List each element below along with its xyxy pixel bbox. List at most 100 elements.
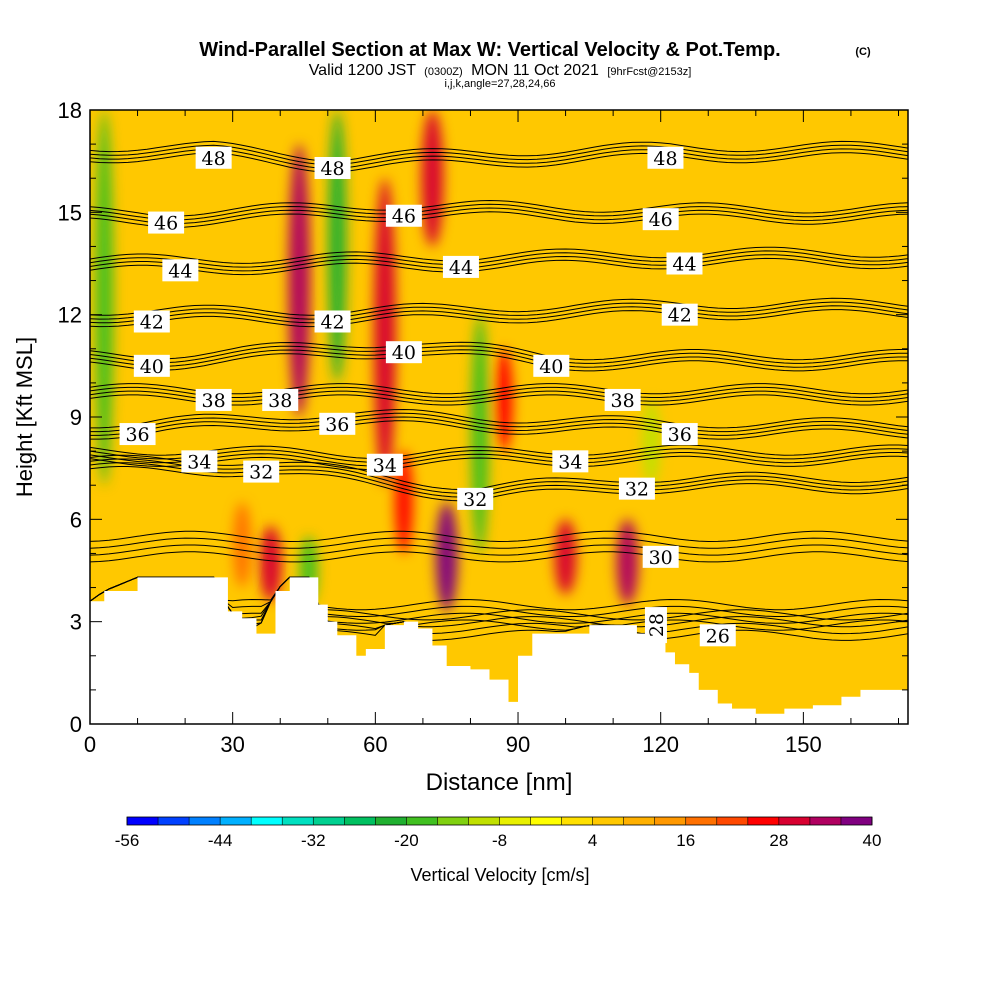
colorbar-swatch: [251, 817, 283, 825]
svg-text:32: 32: [249, 462, 273, 484]
svg-text:36: 36: [125, 424, 149, 446]
isentrope-line: [90, 345, 908, 364]
colorbar-tick-label: -44: [208, 831, 233, 850]
colorbar-tick-label: -20: [394, 831, 419, 850]
svg-text:48: 48: [320, 158, 344, 180]
y-tick-label: 3: [70, 610, 82, 635]
isentrope-line: [90, 544, 908, 556]
y-tick-label: 12: [58, 303, 82, 328]
colorbar-tick-label: -8: [492, 831, 507, 850]
isentrope-line: [90, 305, 908, 324]
svg-text:44: 44: [672, 254, 696, 276]
subtitle-utc: (0300Z): [424, 66, 463, 78]
isentrope-line: [90, 254, 908, 272]
colorbar-tick-label: 16: [676, 831, 695, 850]
colorbar-swatch: [313, 817, 345, 825]
colorbar-swatch: [375, 817, 407, 825]
subtitle-date: MON 11 Oct 2021: [471, 62, 599, 79]
velocity-cell: [233, 502, 252, 588]
isentrope-label: 40: [533, 354, 570, 378]
svg-text:34: 34: [187, 451, 211, 473]
colorbar-swatch: [406, 817, 438, 825]
velocity-cell: [259, 526, 282, 602]
isentrope-line: [90, 537, 908, 549]
isentrope-label: 46: [148, 211, 185, 235]
colorbar-swatch: [189, 817, 221, 825]
isentrope-line: [90, 444, 908, 459]
terrain-mask: [90, 577, 908, 724]
colorbar-swatch: [344, 817, 376, 825]
isentrope-line: [90, 250, 908, 268]
colorbar-frame: [126, 816, 873, 826]
isentrope-line: [90, 211, 908, 228]
svg-text:44: 44: [168, 260, 192, 282]
colorbar-swatch: [592, 817, 624, 825]
y-tick-label: 15: [58, 200, 82, 225]
svg-text:40: 40: [140, 356, 164, 378]
colorbar-swatch: [437, 817, 469, 825]
svg-text:46: 46: [154, 213, 178, 235]
colorbar-tick-label: 40: [863, 831, 882, 850]
svg-text:40: 40: [392, 342, 416, 364]
isentrope-label: 40: [385, 341, 422, 364]
colorbar-tick-label: -32: [301, 831, 326, 850]
isentrope-line: [90, 309, 908, 328]
svg-text:32: 32: [463, 489, 487, 511]
isentrope-line: [90, 412, 908, 433]
isentrope-line: [90, 140, 908, 162]
isentrope-line: [90, 352, 908, 372]
x-axis: 0 30 60 90 120 150: [84, 110, 899, 757]
colorbar-swatch: [220, 817, 252, 825]
subtitle-valid: Valid 1200 JST: [309, 62, 417, 79]
isentrope-line: [90, 416, 908, 436]
isentrope-label: 34: [366, 453, 403, 477]
velocity-cell: [95, 110, 114, 486]
isentrope-label: 38: [604, 388, 641, 412]
svg-text:34: 34: [373, 455, 397, 477]
isentrope-label: 30: [642, 545, 679, 569]
chart-subtitle: Valid 1200 JST (0300Z) MON 11 Oct 2021 […: [309, 62, 692, 79]
svg-text:46: 46: [649, 209, 673, 231]
isentrope-line: [90, 301, 908, 320]
isentrope-label: 32: [243, 460, 280, 484]
colorbar-swatch: [561, 817, 593, 825]
velocity-cell: [435, 502, 458, 612]
colorbar-tick-label: 4: [588, 831, 597, 850]
isentrope-line: [90, 551, 908, 563]
svg-text:36: 36: [668, 424, 692, 446]
svg-text:48: 48: [202, 148, 226, 170]
isentrope-line: [90, 530, 908, 543]
subtitle-indices: i,j,k,angle=27,28,24,66: [444, 78, 555, 90]
colorbar-swatch: [685, 817, 718, 825]
isentrope-line: [90, 458, 908, 494]
velocity-cell: [328, 110, 347, 383]
isentrope-label: 36: [661, 423, 698, 446]
potential-temperature-contours: [90, 140, 908, 641]
colorbar-swatch: [623, 817, 656, 825]
isentrope-label: 46: [385, 204, 422, 228]
y-tick-label: 9: [70, 405, 82, 430]
x-axis-label: Distance [nm]: [426, 769, 573, 796]
velocity-cell: [421, 110, 444, 247]
x-tick-label: 120: [642, 732, 679, 757]
isentrope-line: [90, 297, 908, 316]
colorbar-swatch: [778, 817, 811, 825]
svg-text:46: 46: [392, 206, 416, 228]
isentrope-label: 32: [457, 487, 494, 511]
isentrope-line: [90, 199, 908, 217]
colorbar-swatch: [840, 817, 873, 825]
isentrope-label: 26: [699, 624, 736, 647]
isentrope-line: [90, 349, 908, 368]
svg-text:36: 36: [325, 414, 349, 436]
svg-text:42: 42: [140, 311, 164, 333]
isentrope-label: 44: [162, 259, 199, 282]
svg-text:32: 32: [625, 479, 649, 501]
colorbar: [126, 816, 873, 826]
velocity-cell: [642, 399, 661, 486]
colorbar-swatch: [716, 817, 749, 825]
colorbar-swatch: [654, 817, 687, 825]
velocity-cell: [288, 144, 311, 418]
isentrope-label: 48: [647, 146, 684, 170]
